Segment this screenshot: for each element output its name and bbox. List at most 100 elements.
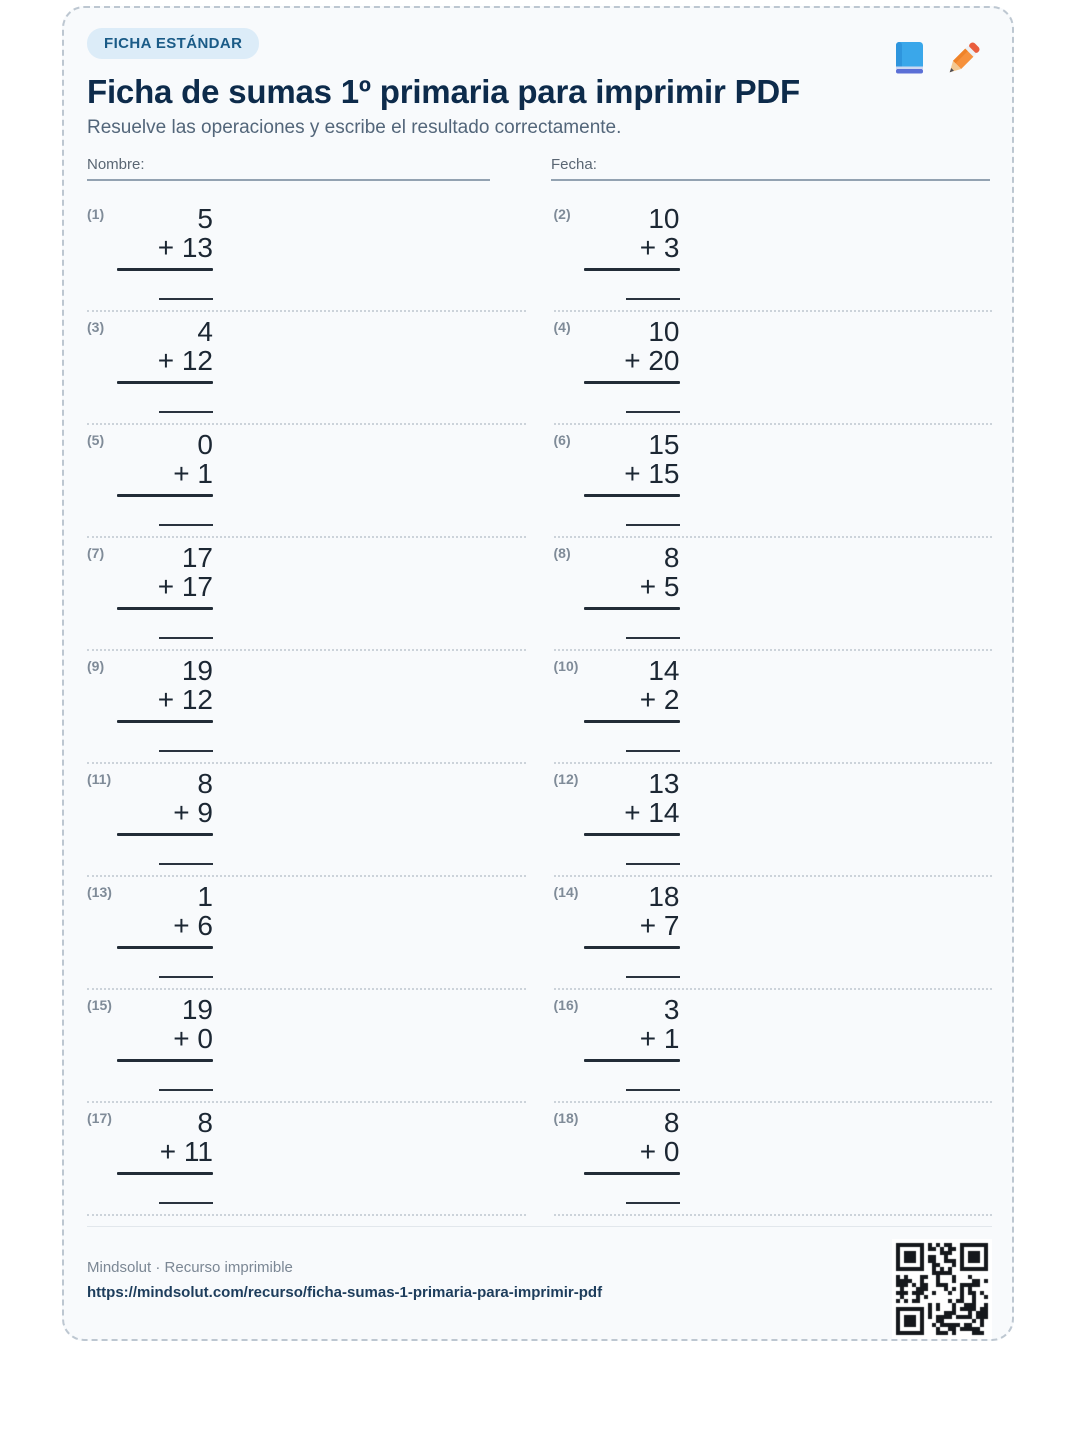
addend-top: 17 (181, 542, 213, 573)
sum-line (583, 607, 680, 610)
problem-cell: (9) 19 + 12 (87, 651, 526, 764)
sum-line (117, 381, 213, 384)
answer-write-line[interactable] (159, 863, 213, 865)
addend-top: 14 (648, 655, 680, 686)
answer-write-line[interactable] (159, 1202, 213, 1204)
addend-bottom: + 20 (624, 345, 680, 376)
problem-cell: (6) 15 + 15 (553, 425, 992, 538)
problem-cell: (17) 8 + 11 (87, 1103, 526, 1216)
answer-write-line[interactable] (625, 411, 680, 413)
addend-bottom: + 1 (639, 1023, 680, 1054)
answer-write-line[interactable] (159, 750, 213, 752)
sum-line (117, 607, 213, 610)
answer-write-line[interactable] (159, 1089, 213, 1091)
addend-top: 0 (197, 429, 213, 460)
worksheet-header: FICHA ESTÁNDAR Ficha d (87, 26, 1002, 139)
header-icons (889, 38, 984, 80)
problem-stack: 19 + 12 (117, 656, 213, 752)
worksheet-footer: Mindsolut · Recurso imprimible https://m… (87, 1226, 992, 1339)
problem-number: (14) (553, 884, 579, 900)
addend-bottom: + 13 (157, 232, 213, 263)
answer-write-line[interactable] (625, 637, 680, 639)
addend-bottom: + 17 (157, 571, 213, 602)
problem-stack: 8 + 9 (117, 769, 213, 865)
name-label: Nombre: (87, 156, 145, 173)
addend-top: 19 (181, 994, 213, 1025)
problem-cell: (1) 5 + 13 (87, 199, 526, 312)
problem-number: (5) (87, 432, 105, 448)
addend-bottom: + 12 (157, 345, 213, 376)
answer-write-line[interactable] (625, 750, 680, 752)
answer-write-line[interactable] (625, 298, 680, 300)
answer-write-line[interactable] (625, 524, 680, 526)
addend-top: 10 (648, 203, 680, 234)
problem-number: (9) (87, 658, 105, 674)
addend-top: 19 (181, 655, 213, 686)
pencil-icon (949, 42, 980, 73)
date-write-line[interactable] (551, 179, 990, 181)
addend-bottom: + 14 (624, 797, 680, 828)
answer-write-line[interactable] (159, 298, 213, 300)
problem-cell: (18) 8 + 0 (553, 1103, 992, 1216)
addend-bottom: + 12 (157, 684, 213, 715)
answer-write-line[interactable] (625, 1202, 680, 1204)
sum-line (117, 946, 213, 949)
problem-cell: (10) 14 + 2 (553, 651, 992, 764)
standard-sheet-badge: FICHA ESTÁNDAR (87, 28, 260, 59)
page-subtitle: Resuelve las operaciones y escribe el re… (87, 117, 622, 138)
answer-write-line[interactable] (159, 637, 213, 639)
sum-line (117, 494, 213, 497)
problem-number: (10) (553, 658, 579, 674)
addend-top: 10 (648, 316, 680, 347)
addend-bottom: + 6 (173, 910, 213, 941)
brand-line: Mindsolut · Recurso imprimible (87, 1259, 293, 1276)
addend-bottom: + 7 (639, 910, 680, 941)
problems-grid: (1) 5 + 13 (2) 10 + 3 (3) 4 + 12 (4) 10 … (87, 199, 992, 1216)
qr-code (892, 1239, 992, 1339)
date-field: Fecha: (551, 156, 990, 181)
addend-bottom: + 5 (639, 571, 680, 602)
answer-write-line[interactable] (625, 976, 680, 978)
problem-number: (15) (87, 997, 112, 1013)
footer-text: Mindsolut · Recurso imprimible https://m… (87, 1259, 602, 1301)
addend-top: 3 (663, 994, 680, 1025)
problem-stack: 14 + 2 (583, 655, 680, 752)
addend-top: 15 (648, 429, 680, 460)
answer-write-line[interactable] (159, 524, 213, 526)
problem-stack: 8 + 5 (583, 543, 680, 639)
problem-number: (3) (87, 319, 105, 335)
addend-top: 8 (197, 1107, 213, 1138)
problem-cell: (7) 17 + 17 (87, 538, 526, 651)
addend-bottom: + 0 (639, 1136, 680, 1167)
sum-line (583, 1172, 680, 1175)
addend-bottom: + 9 (173, 797, 213, 828)
problem-cell: (8) 8 + 5 (553, 538, 992, 651)
answer-write-line[interactable] (159, 976, 213, 978)
sum-line (117, 833, 213, 836)
answer-write-line[interactable] (625, 863, 680, 865)
problem-cell: (14) 18 + 7 (553, 877, 992, 990)
sum-line (583, 946, 680, 949)
addend-top: 5 (197, 203, 213, 234)
problem-cell: (5) 0 + 1 (87, 425, 526, 538)
sum-line (583, 833, 680, 836)
problem-stack: 0 + 1 (117, 430, 213, 526)
problem-number: (4) (553, 319, 571, 335)
problem-number: (7) (87, 545, 105, 561)
problem-number: (17) (87, 1110, 112, 1126)
addend-bottom: + 2 (639, 684, 680, 715)
problem-stack: 8 + 11 (117, 1108, 213, 1204)
answer-write-line[interactable] (159, 411, 213, 413)
problem-stack: 1 + 6 (117, 882, 213, 978)
name-field: Nombre: (87, 156, 490, 181)
answer-write-line[interactable] (625, 1089, 680, 1091)
resource-url[interactable]: https://mindsolut.com/recurso/ficha-suma… (87, 1284, 603, 1301)
problem-stack: 19 + 0 (117, 995, 213, 1091)
name-write-line[interactable] (87, 179, 490, 181)
problem-stack: 3 + 1 (583, 994, 680, 1091)
problem-cell: (15) 19 + 0 (87, 990, 526, 1103)
problem-cell: (2) 10 + 3 (553, 199, 992, 312)
sum-line (117, 1059, 213, 1062)
addend-bottom: + 15 (624, 458, 680, 489)
addend-top: 18 (648, 881, 680, 912)
